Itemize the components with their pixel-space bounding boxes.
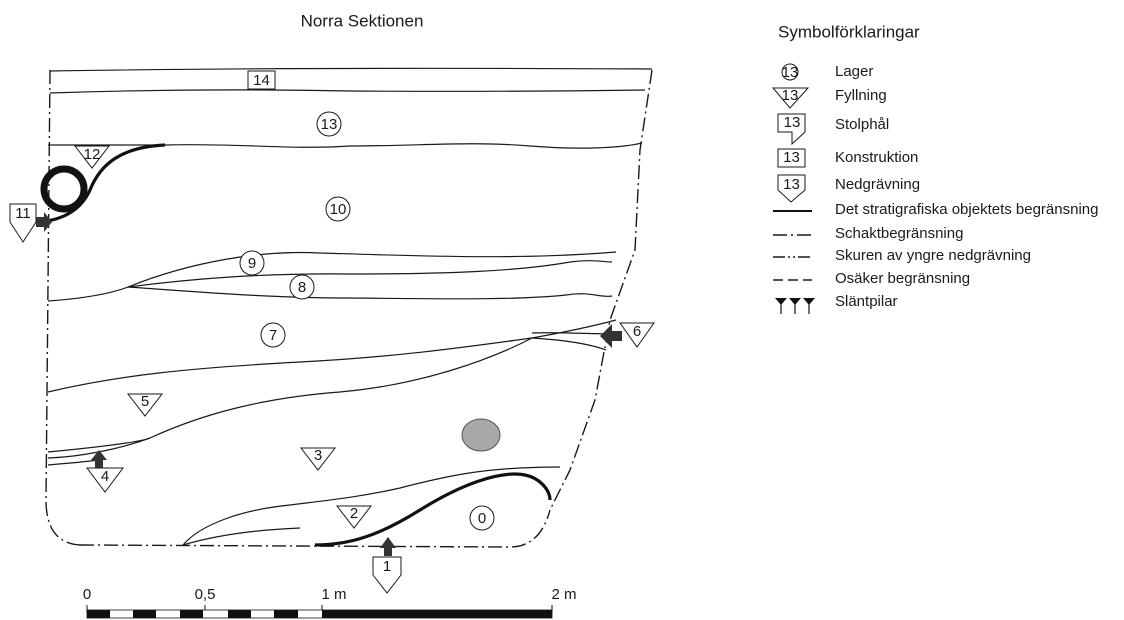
scale-label-2m: 2 m: [551, 586, 576, 603]
boundary-8-7: [127, 286, 613, 300]
legend-stolphal: 13 Stolphål: [777, 113, 889, 146]
legend-konstruktion: 13 Konstruktion: [777, 148, 918, 168]
legend-stolphal-sample: 13: [784, 114, 801, 131]
layer-4-label: 4: [101, 468, 109, 485]
layer-9-circle: [239, 250, 265, 276]
layer-3-triangle: [299, 447, 337, 471]
stone: [461, 418, 501, 452]
boundary-5-3: [47, 337, 533, 453]
legend-slantpilar: Släntpilar: [775, 293, 898, 314]
scale-label-0: 0: [83, 586, 91, 603]
layer-2-triangle: [335, 505, 373, 529]
boundary-7-5: [47, 319, 617, 393]
legend-osaker-label: Osäker begränsning: [835, 270, 970, 287]
scale-label-05: 0,5: [195, 586, 216, 603]
layer-12-triangle: [73, 145, 111, 169]
layer-6-triangle: [619, 322, 655, 348]
legend-skuren: Skuren av yngre nedgrävning: [773, 247, 1031, 264]
layer-5-triangle: [126, 393, 164, 417]
trench-boundary-right: [549, 69, 653, 511]
scale-label-1m: 1 m: [321, 586, 346, 603]
slope-arrow-4: [91, 450, 107, 468]
slope-arrow-6: [600, 324, 622, 348]
layer-13-label: 13: [321, 116, 338, 133]
layer-10-circle: [325, 196, 351, 222]
layer-8-circle: [289, 274, 315, 300]
layer-8-label: 8: [298, 279, 306, 296]
layer-0-circle: [469, 505, 495, 531]
boundary-6-bottom: [531, 337, 607, 351]
layer-2-label: 2: [350, 505, 358, 522]
cut-line-12: [39, 143, 166, 224]
boundary-10-9: [47, 251, 617, 302]
slope-arrow-1: [380, 537, 396, 556]
layer-13-circle: [316, 111, 342, 137]
layer-4-shield: [86, 467, 124, 493]
layer-11-label: 11: [15, 205, 31, 222]
legend-lager-label: Lager: [835, 63, 873, 80]
layer-1-label: 1: [383, 558, 391, 575]
legend-nedgravning-label: Nedgrävning: [835, 176, 920, 193]
legend-schakt: Schaktbegränsning: [773, 225, 963, 242]
layer-9-label: 9: [248, 255, 256, 272]
boundary-4-bottom: [47, 459, 99, 466]
legend-fyllning-sample: 13: [782, 87, 799, 104]
legend-fyllning: 13 Fyllning: [771, 87, 887, 109]
legend-begransning-label: Det stratigrafiska objektets begränsning: [835, 201, 1098, 218]
boundary-top-14: [49, 67, 653, 72]
legend-skuren-label: Skuren av yngre nedgrävning: [835, 247, 1031, 264]
layer-14-label: 14: [253, 72, 270, 89]
layer-6-label: 6: [633, 323, 641, 340]
cut-line-1: [314, 472, 552, 547]
trench-boundary-left: [45, 69, 81, 546]
layer-11-shield: [9, 203, 37, 243]
boundary-13-10: [164, 142, 643, 149]
layer-3-label: 3: [314, 447, 322, 464]
legend-schakt-label: Schaktbegränsning: [835, 225, 963, 242]
legend-lager: 13 Lager: [781, 63, 873, 81]
layer-12-label: 12: [84, 146, 101, 163]
legend-nedgravning: 13 Nedgrävning: [777, 174, 920, 203]
trench-boundary-bottom: [79, 509, 551, 548]
legend-osaker: Osäker begränsning: [773, 270, 970, 287]
boundary-3-2: [182, 466, 561, 546]
layer-0-label: 0: [478, 510, 486, 527]
layer-14-box: [247, 70, 276, 90]
legend-begransning: Det stratigrafiska objektets begränsning: [773, 201, 1098, 218]
boundary-14-13: [49, 89, 646, 94]
section-title: Norra Sektionen: [301, 11, 424, 30]
legend-title: Symbolförklaringar: [778, 22, 920, 41]
post-hole-ring: [40, 165, 88, 213]
legend-fyllning-label: Fyllning: [835, 87, 887, 104]
legend-lager-sample: 13: [782, 64, 799, 81]
layer-1-shield: [372, 556, 402, 594]
legend-konstruktion-label: Konstruktion: [835, 149, 918, 166]
boundary-9-8: [127, 260, 613, 288]
scale-bar: [86, 605, 553, 619]
layer-7-label: 7: [269, 327, 277, 344]
legend-slantpilar-label: Släntpilar: [835, 293, 898, 310]
layer-7-circle: [260, 322, 286, 348]
legend-konstruktion-sample: 13: [783, 149, 800, 166]
legend-nedgravning-sample: 13: [783, 176, 800, 193]
slope-arrow-11: [36, 212, 52, 232]
layer-5-label: 5: [141, 393, 149, 410]
layer-10-label: 10: [330, 201, 347, 218]
legend-stolphal-label: Stolphål: [835, 116, 889, 133]
boundary-2-inner: [182, 527, 301, 546]
